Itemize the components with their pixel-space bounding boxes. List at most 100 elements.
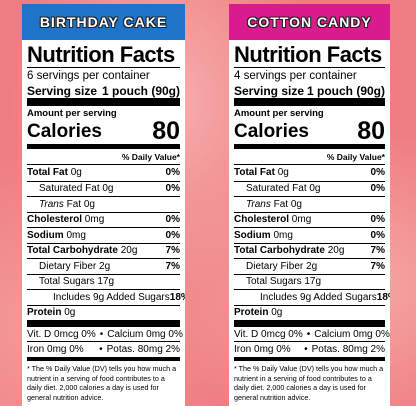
amount-per-serving: Amount per serving — [234, 108, 324, 119]
nutrient-row: Dietary Fiber 2g 7% — [27, 258, 180, 274]
nutrient-italic: Trans — [39, 198, 64, 210]
nutrient-amount: 0g — [309, 183, 321, 195]
vitamin: Calcium 0mg 0% — [96, 329, 183, 340]
nutrient: Includes 9g Added Sugars — [234, 292, 377, 303]
nutrient-row: Protein 0g — [27, 304, 180, 321]
nutrient: Total Fat 0g — [27, 167, 82, 178]
servings: 4 servings per container — [234, 69, 357, 82]
nutrient-name: Saturated Fat — [39, 183, 100, 195]
nutrition-label: COTTON CANDY Nutrition Facts 4 servings pe… — [229, 4, 390, 406]
nutrient-name: Includes 9g Added Sugars — [53, 291, 170, 303]
nutrients: Total Fat 0g 0% Saturated Fat 0g 0% Trans Fa… — [27, 165, 185, 321]
nutrient-amount: 0g — [271, 307, 283, 319]
vitamin-dv: 0% — [276, 344, 291, 355]
label-box: Nutrition Facts 4 servings per container S… — [229, 40, 390, 406]
nutrient-dv: 0% — [370, 183, 385, 195]
rule — [234, 98, 385, 106]
title: Nutrition Facts — [27, 40, 180, 68]
vitamin-dv: 0% — [81, 328, 96, 340]
nutrient-name: Protein — [234, 307, 269, 319]
vitamin-row: Iron 0mg 0% Potas. 80mg 2% — [234, 342, 385, 357]
calories-label: Calories — [27, 120, 102, 142]
nutrient-row: Total Sugars 17g — [27, 273, 180, 290]
nutrient-amount: 2g — [306, 260, 318, 272]
nutrient: Cholesterol 0mg — [27, 214, 104, 225]
nutrient: Protein 0g — [234, 307, 282, 318]
nutrient-row: Cholesterol 0mg 0% — [27, 211, 180, 228]
vitamin-name: Potas. 80mg — [106, 344, 163, 355]
servings: 6 servings per container — [27, 69, 150, 82]
nutrient-dv: 0% — [370, 229, 385, 241]
vitamin-dv: 2% — [370, 344, 385, 355]
nutrient-name: Sodium — [27, 229, 64, 241]
serving-size: Serving size 1 pouch (90g) — [27, 83, 180, 98]
nutrient-row: Total Fat 0g 0% — [234, 165, 385, 181]
nutrient-name: Saturated Fat — [246, 183, 307, 195]
nutrient: Dietary Fiber 2g — [27, 261, 110, 272]
vitamin-dv: 2% — [165, 344, 180, 355]
vitamins: Vit. D 0mcg 0%Calcium 0mg 0% Iron 0mg 0% P… — [27, 327, 183, 357]
serving-size-label: Serving size — [234, 83, 305, 98]
vitamin-name: Iron 0mg — [27, 344, 67, 355]
nutrient-row: Protein 0g — [234, 304, 385, 321]
nutrient-name: Protein — [27, 307, 62, 319]
footnote: * The % Daily Value (DV) tells you how m… — [234, 364, 384, 402]
nutrient-row: Total Fat 0g 0% — [27, 165, 180, 181]
rule — [27, 320, 180, 327]
nutrient-dv: 0% — [165, 167, 180, 179]
nutrient-amount: 2g — [99, 260, 111, 272]
calories-value: 80 — [357, 117, 385, 145]
vitamin: Calcium 0mg 0% — [303, 329, 390, 340]
vitamin-dv: 0% — [375, 328, 390, 340]
nutrient-amount: 0mg — [273, 229, 293, 241]
title: Nutrition Facts — [234, 40, 385, 68]
nutrient-row: Total Carbohydrate 20g 7% — [234, 242, 385, 259]
vitamins: Vit. D 0mcg 0%Calcium 0mg 0% Iron 0mg 0% P… — [234, 327, 390, 357]
rule — [234, 320, 385, 327]
nutrient-amount: 0g — [64, 307, 76, 319]
nutrient-amount: 0mg — [291, 214, 312, 226]
footnote: * The % Daily Value (DV) tells you how m… — [27, 364, 177, 402]
nutrient: Trans Fat 0g — [27, 199, 95, 210]
rule — [27, 98, 180, 106]
nutrient-name: Total Carbohydrate — [234, 245, 325, 257]
nutrient-dv: 0% — [165, 214, 180, 226]
banner: BIRTHDAY CAKE — [22, 4, 185, 40]
nutrient: Total Fat 0g — [234, 167, 289, 178]
nutrient-name: Total Fat — [27, 167, 68, 179]
vitamin-name: Vit. D 0mcg — [27, 328, 79, 340]
nutrient: Total Sugars 17g — [234, 276, 321, 287]
nutrient-name: Total Fat — [234, 167, 275, 179]
serving-size-value: 1 pouch (90g) — [306, 83, 385, 98]
nutrition-label: BIRTHDAY CAKE Nutrition Facts 6 servings p… — [22, 4, 185, 406]
vitamin-name: Iron 0mg — [234, 344, 274, 355]
nutrient: Trans Fat 0g — [234, 199, 302, 210]
nutrient-name: Dietary Fiber — [39, 260, 97, 272]
label-box: Nutrition Facts 6 servings per container S… — [22, 40, 185, 406]
nutrient-amount: 0g — [290, 198, 302, 210]
vitamin-name: Calcium 0mg — [314, 328, 373, 340]
nutrient: Total Carbohydrate 20g — [27, 245, 137, 256]
nutrient-row: Dietary Fiber 2g 7% — [234, 258, 385, 274]
nutrient-name: Includes 9g Added Sugars — [260, 291, 377, 303]
vitamin-name: Potas. 80mg — [311, 344, 368, 355]
nutrient-row: Cholesterol 0mg 0% — [234, 211, 385, 228]
vitamin: Iron 0mg 0% — [234, 344, 291, 355]
nutrient-dv: 0% — [165, 183, 180, 195]
serving-size: Serving size 1 pouch (90g) — [234, 83, 385, 98]
nutrient-name: Total Sugars — [39, 276, 95, 288]
nutrient-dv: 0% — [370, 214, 385, 226]
nutrients: Total Fat 0g 0% Saturated Fat 0g 0% Trans Fa… — [234, 165, 390, 321]
daily-value-header: % Daily Value* — [234, 149, 385, 165]
amount-per-serving: Amount per serving — [27, 108, 117, 119]
nutrient-dv: 0% — [165, 229, 180, 241]
nutrient: Cholesterol 0mg — [234, 214, 311, 225]
vitamin-row: Vit. D 0mcg 0%Calcium 0mg 0% — [234, 327, 390, 342]
nutrient-name: Cholesterol — [234, 214, 290, 226]
vitamin-row: Vit. D 0mcg 0%Calcium 0mg 0% — [27, 327, 183, 342]
nutrient-dv: 0% — [370, 167, 385, 179]
nutrient-amount: 0mg — [66, 229, 86, 241]
